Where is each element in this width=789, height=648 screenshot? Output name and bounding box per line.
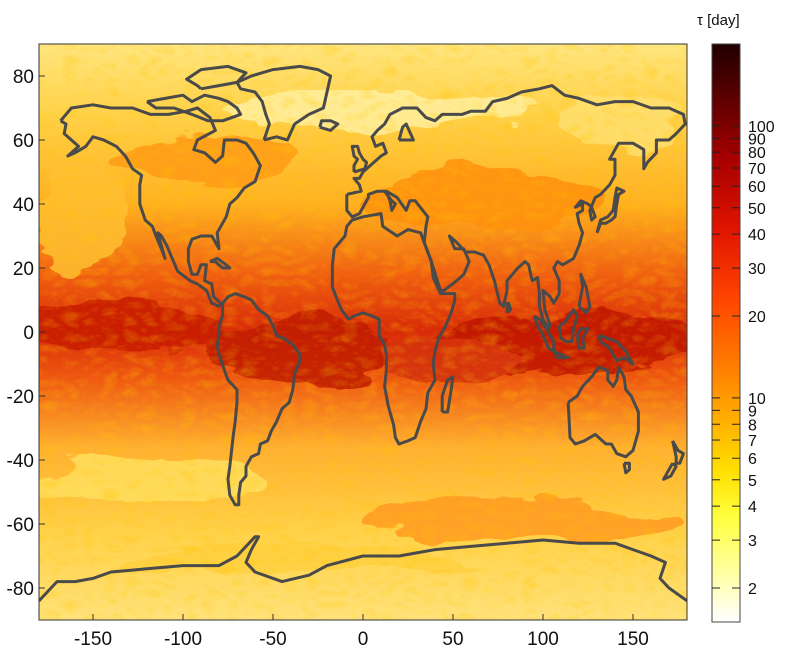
x-axis-ticks: -150 -100 -50 0 50 100 150 xyxy=(74,614,649,648)
y-tick-label: -40 xyxy=(7,451,34,472)
coastline-segment xyxy=(622,461,631,475)
coastline-segment xyxy=(566,365,640,459)
colorbar-tick-label: 30 xyxy=(748,261,766,278)
x-tick-label: 150 xyxy=(617,629,649,648)
coastline-segment xyxy=(552,349,570,360)
y-tick-label: 80 xyxy=(13,67,34,88)
x-tick-label: -50 xyxy=(259,629,286,648)
x-tick-label: 50 xyxy=(442,629,463,648)
coastline-segment xyxy=(215,292,302,507)
x-tick-label: -100 xyxy=(164,629,202,648)
colorbar-tick-label: 50 xyxy=(748,201,766,218)
colorbar-tick-label: 9 xyxy=(748,403,757,420)
coastline-segment xyxy=(345,84,687,331)
colorbar-tick-label: 80 xyxy=(748,145,766,162)
colorbar-tick-label: 7 xyxy=(748,433,757,450)
coastline-segment xyxy=(597,333,635,366)
y-tick-label: -80 xyxy=(7,579,34,600)
colorbar-tick-label: 90 xyxy=(748,131,766,148)
colorbar-label: τ [day] xyxy=(697,12,740,29)
coastline-segment xyxy=(662,462,678,481)
y-tick-label: 60 xyxy=(13,131,34,152)
colorbar-tick-label: 4 xyxy=(748,499,757,516)
colorbar xyxy=(711,43,741,623)
coastline-segment xyxy=(397,122,415,142)
coastline-segment xyxy=(146,93,243,123)
coastline-segment xyxy=(557,308,579,344)
coastline-segment xyxy=(185,64,248,91)
colorbar-tick-label: 10 xyxy=(748,391,766,408)
colorbar-tick-label: 3 xyxy=(748,533,757,550)
coastline-segment xyxy=(440,375,455,414)
coastline-segment xyxy=(350,144,369,174)
coastline-segment xyxy=(318,119,340,132)
coastline-segment xyxy=(577,272,592,315)
coastline-segment xyxy=(209,256,232,270)
coastline-segment xyxy=(330,212,457,446)
coastline-segment xyxy=(39,535,687,603)
colorbar-tick-label: 2 xyxy=(748,581,757,598)
x-tick-label: 100 xyxy=(527,629,559,648)
y-axis-ticks: 80 60 40 20 0 -20 -40 -60 -80 xyxy=(7,67,45,600)
colorbar-tick-label: 100 xyxy=(748,119,775,136)
coastline-segment xyxy=(575,327,590,350)
x-tick-label: 0 xyxy=(358,629,369,648)
y-tick-label: -20 xyxy=(7,387,34,408)
x-tick-label: -150 xyxy=(74,629,112,648)
colorbar-tick-label: 8 xyxy=(748,417,757,434)
colorbar-tick-label: 70 xyxy=(748,161,766,178)
y-tick-label: 40 xyxy=(13,195,34,216)
y-tick-label: 20 xyxy=(13,259,34,280)
y-tick-label: -60 xyxy=(7,515,34,536)
tau-field xyxy=(39,44,687,620)
colorbar-tick-label: 20 xyxy=(748,309,766,326)
colorbar-tick-label: 6 xyxy=(748,451,757,468)
colorbar-tick-label: 5 xyxy=(748,473,757,490)
colorbar-tick-label: 60 xyxy=(748,179,766,196)
coastline-segment xyxy=(505,301,513,314)
coastline-segment xyxy=(595,186,626,234)
coastline-segment xyxy=(59,103,262,308)
coastline-segment xyxy=(671,440,685,465)
coastline-segment xyxy=(235,64,333,142)
colorbar-tick-label: 40 xyxy=(748,227,766,244)
y-tick-label: 0 xyxy=(23,323,34,344)
coastlines xyxy=(39,64,687,603)
